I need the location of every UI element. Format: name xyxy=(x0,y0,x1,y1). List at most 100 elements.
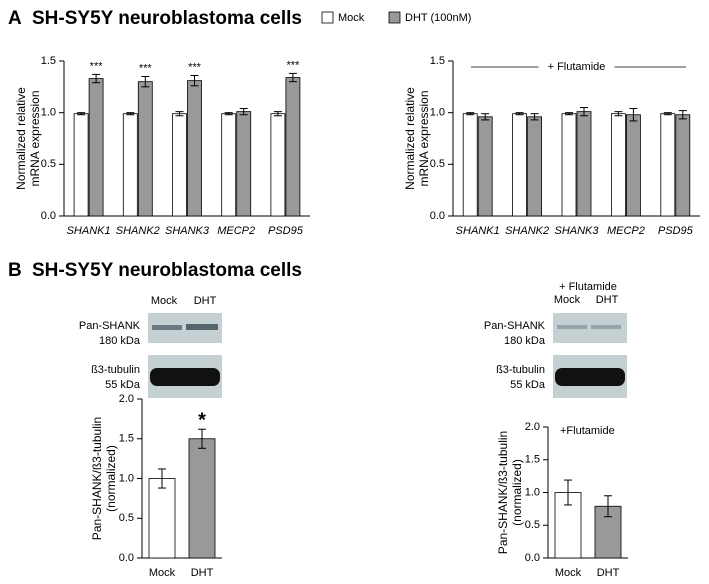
y-axis-label: Normalized relativemRNA expression xyxy=(14,87,42,190)
bar xyxy=(221,113,237,217)
y-tick-label: 2.0 xyxy=(119,393,134,405)
bar xyxy=(122,113,138,217)
legend-label: DHT (100nM) xyxy=(405,12,471,24)
bar xyxy=(512,113,527,217)
y-axis-label-line: mRNA expression xyxy=(28,90,42,186)
bar xyxy=(462,113,478,217)
bar xyxy=(73,113,89,217)
x-tick-label: SHANK1 xyxy=(67,225,111,237)
y-axis-label: Normalized relativemRNA expression xyxy=(403,87,431,190)
lane-label: Mock xyxy=(151,295,178,307)
significance: * xyxy=(198,409,206,431)
annotation: +Flutamide xyxy=(560,425,615,437)
y-axis-label-line: (normalized) xyxy=(510,459,524,526)
y-axis-label-line: Pan-SHANK/ß3-tubulin xyxy=(496,431,510,554)
y-tick-label: 0.5 xyxy=(525,519,540,531)
y-tick-label: 0.0 xyxy=(41,210,56,222)
bar xyxy=(236,111,252,217)
blot-protein: ß3-tubulin xyxy=(91,364,140,376)
panel-label: B xyxy=(8,260,22,281)
lane-label: DHT xyxy=(194,295,217,307)
blot-band xyxy=(555,368,625,386)
y-tick-label: 1.5 xyxy=(41,55,56,67)
significance: *** xyxy=(139,62,153,74)
x-tick-label: DHT xyxy=(191,567,214,579)
y-axis-label-line: mRNA expression xyxy=(417,90,431,186)
y-tick-label: 1.5 xyxy=(430,55,445,67)
lane-label: DHT xyxy=(596,294,619,306)
blot-band xyxy=(591,325,621,329)
bar xyxy=(527,116,542,217)
x-tick-label: PSD95 xyxy=(658,225,694,237)
y-tick-label: 0.5 xyxy=(41,158,56,170)
blot-size: 180 kDa xyxy=(504,335,546,347)
blot-band xyxy=(152,325,182,330)
significance: *** xyxy=(188,61,202,73)
significance: *** xyxy=(286,59,300,71)
legend-swatch xyxy=(388,11,401,24)
legend-label: Mock xyxy=(338,12,365,24)
panel-label: A xyxy=(8,8,22,29)
y-axis-label-line: (normalized) xyxy=(104,445,118,512)
y-tick-label: 1.0 xyxy=(119,472,134,484)
y-tick-label: 1.5 xyxy=(525,454,540,466)
annotation: + Flutamide xyxy=(548,61,606,73)
bar xyxy=(88,78,104,217)
bar xyxy=(477,116,493,217)
y-axis-label-line: Pan-SHANK/ß3-tubulin xyxy=(90,417,104,540)
x-tick-label: Mock xyxy=(149,567,176,579)
y-axis-label: Pan-SHANK/ß3-tubulin(normalized) xyxy=(90,417,118,540)
y-axis-label-line: Normalized relative xyxy=(14,87,28,190)
y-tick-label: 1.0 xyxy=(525,486,540,498)
y-tick-label: 0.5 xyxy=(119,512,134,524)
x-tick-label: MECP2 xyxy=(217,225,255,237)
blot-size: 180 kDa xyxy=(99,335,141,347)
x-tick-label: SHANK2 xyxy=(505,225,549,237)
y-tick-label: 2.0 xyxy=(525,421,540,433)
bar xyxy=(172,113,187,217)
y-axis-label: Pan-SHANK/ß3-tubulin(normalized) xyxy=(496,431,524,554)
bar xyxy=(285,77,301,217)
bar xyxy=(660,113,676,217)
bar xyxy=(675,114,691,217)
blot-protein: ß3-tubulin xyxy=(496,364,545,376)
bar xyxy=(611,113,626,217)
y-tick-label: 1.5 xyxy=(119,433,134,445)
blot-size: 55 kDa xyxy=(510,379,546,391)
panel-title: SH-SY5Y neuroblastoma cells xyxy=(32,260,302,281)
blot-protein: Pan-SHANK xyxy=(79,320,141,332)
blot-images xyxy=(148,313,627,398)
blot-protein: Pan-SHANK xyxy=(484,320,546,332)
x-tick-label: DHT xyxy=(597,567,620,579)
x-tick-label: MECP2 xyxy=(607,225,645,237)
bar xyxy=(626,114,641,217)
bar xyxy=(187,80,202,217)
x-tick-label: Mock xyxy=(555,567,582,579)
y-tick-label: 0.0 xyxy=(430,210,445,222)
legend-swatch xyxy=(321,11,334,24)
x-tick-label: SHANK3 xyxy=(165,225,210,237)
x-tick-label: SHANK2 xyxy=(116,225,160,237)
x-tick-label: PSD95 xyxy=(268,225,304,237)
y-axis-label-line: Normalized relative xyxy=(403,87,417,190)
blot-treatment: + Flutamide xyxy=(559,281,617,293)
panel-title: SH-SY5Y neuroblastoma cells xyxy=(32,8,302,29)
y-tick-label: 1.0 xyxy=(430,107,445,119)
blot-size: 55 kDa xyxy=(105,379,141,391)
bar xyxy=(188,438,216,559)
x-tick-label: SHANK1 xyxy=(456,225,500,237)
x-tick-label: SHANK3 xyxy=(554,225,599,237)
blot-band xyxy=(557,325,587,329)
bar xyxy=(137,81,153,217)
y-tick-label: 1.0 xyxy=(41,107,56,119)
bar xyxy=(270,113,286,217)
significance: *** xyxy=(90,60,104,72)
blot-band xyxy=(186,324,218,330)
y-tick-label: 0.5 xyxy=(430,158,445,170)
y-tick-label: 0.0 xyxy=(119,552,134,564)
bar xyxy=(148,478,176,559)
lane-label: Mock xyxy=(554,294,581,306)
bar xyxy=(576,111,592,217)
bar xyxy=(561,113,577,217)
